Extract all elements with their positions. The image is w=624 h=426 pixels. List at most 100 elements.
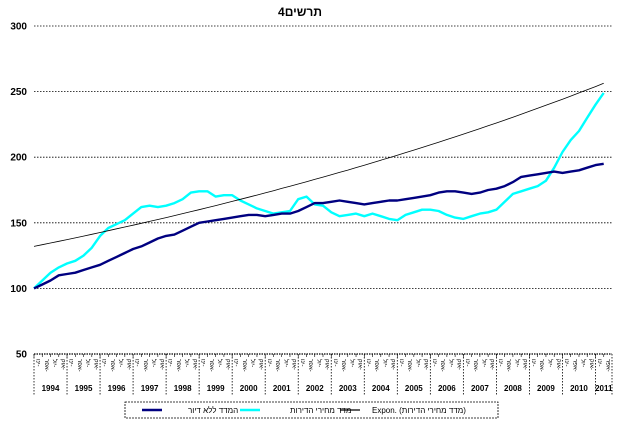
quarter-label: אפר- bbox=[175, 359, 181, 372]
quarter-label: ינו- bbox=[497, 359, 503, 366]
year-label: 2000 bbox=[240, 384, 258, 393]
y-tick-label: 50 bbox=[16, 350, 28, 361]
quarter-label: אוק- bbox=[390, 359, 396, 370]
quarter-label: אוק- bbox=[555, 359, 561, 370]
year-label: 1996 bbox=[108, 384, 126, 393]
year-label: 2008 bbox=[504, 384, 522, 393]
year-label: 2007 bbox=[471, 384, 489, 393]
quarter-label: ינו- bbox=[134, 359, 140, 366]
quarter-label: יול- bbox=[580, 359, 588, 367]
quarter-label: אפר- bbox=[406, 359, 412, 372]
quarter-label: יול- bbox=[546, 359, 554, 367]
quarter-label: אפר- bbox=[571, 359, 577, 372]
quarter-label: ינו- bbox=[266, 359, 272, 366]
quarter-label: ינו- bbox=[431, 359, 437, 366]
quarter-label: יול- bbox=[348, 359, 356, 367]
quarter-label: אפר- bbox=[505, 359, 511, 372]
quarter-label: אפר- bbox=[340, 359, 346, 372]
year-label: 1997 bbox=[141, 384, 159, 393]
quarter-label: אפר- bbox=[241, 359, 247, 372]
chart-title: תרשים4 bbox=[278, 5, 322, 19]
year-label: 1998 bbox=[174, 384, 192, 393]
quarter-label: אפר- bbox=[109, 359, 115, 372]
quarter-label: יול- bbox=[150, 359, 158, 367]
quarter-label: אפר- bbox=[76, 359, 82, 372]
legend-label: המדד ללא דיור bbox=[188, 406, 238, 415]
year-label: 1994 bbox=[42, 384, 60, 393]
quarter-label: יול- bbox=[51, 359, 59, 367]
series-line bbox=[33, 82, 604, 247]
legend-label: מדד מחירי הדירות bbox=[290, 406, 351, 415]
quarter-label: ינו- bbox=[68, 359, 74, 366]
quarter-label: אוק- bbox=[291, 359, 297, 370]
quarter-label: אוק- bbox=[59, 359, 65, 370]
year-label: 2002 bbox=[306, 384, 324, 393]
year-label: 2005 bbox=[405, 384, 423, 393]
quarter-label: אפר- bbox=[274, 359, 280, 372]
quarter-label: אוק- bbox=[588, 359, 594, 370]
quarter-label: ינו- bbox=[35, 359, 41, 366]
quarter-label: ינו- bbox=[299, 359, 305, 366]
legend-label: Expon. (מדד מחירי הדירות) bbox=[372, 406, 466, 415]
quarter-label: ינו- bbox=[233, 359, 239, 366]
y-tick-label: 250 bbox=[10, 87, 27, 98]
y-tick-label: 150 bbox=[10, 218, 27, 229]
quarter-label: יול- bbox=[447, 359, 455, 367]
quarter-label: יול- bbox=[216, 359, 224, 367]
quarter-label: אוק- bbox=[423, 359, 429, 370]
quarter-label: אפר- bbox=[472, 359, 478, 372]
quarter-label: אוק- bbox=[92, 359, 98, 370]
year-label: 2004 bbox=[372, 384, 390, 393]
series-layer bbox=[33, 82, 605, 290]
quarter-label: ינו- bbox=[167, 359, 173, 366]
y-tick-label: 300 bbox=[10, 22, 27, 33]
quarter-label: ינו- bbox=[596, 359, 602, 366]
y-axis: 50 100 150 200 250 300 bbox=[10, 22, 27, 361]
year-label: 2006 bbox=[438, 384, 456, 393]
quarter-label: אוק- bbox=[125, 359, 131, 370]
quarter-label: אפר- bbox=[142, 359, 148, 372]
quarter-label: ינו- bbox=[365, 359, 371, 366]
quarter-label: יול- bbox=[480, 359, 488, 367]
quarter-label: יול- bbox=[381, 359, 389, 367]
quarter-label: יול- bbox=[84, 359, 92, 367]
quarter-label: אפר- bbox=[604, 359, 610, 372]
quarter-label: יול- bbox=[315, 359, 323, 367]
quarter-label: אוק- bbox=[257, 359, 263, 370]
legend-box bbox=[124, 401, 499, 419]
quarter-label: יול- bbox=[513, 359, 521, 367]
year-label: 2003 bbox=[339, 384, 357, 393]
quarter-label: ינו- bbox=[530, 359, 536, 366]
quarter-label: יול- bbox=[117, 359, 125, 367]
quarter-label: אוק- bbox=[158, 359, 164, 370]
quarter-label: ינו- bbox=[464, 359, 470, 366]
series-line bbox=[33, 162, 604, 290]
quarter-label: אפר- bbox=[208, 359, 214, 372]
quarter-label: אפר- bbox=[43, 359, 49, 372]
quarter-label: אפר- bbox=[373, 359, 379, 372]
quarter-label: אוק- bbox=[489, 359, 495, 370]
grid-layer bbox=[34, 25, 612, 289]
year-label: 2001 bbox=[273, 384, 291, 393]
quarter-label: ינו- bbox=[563, 359, 569, 366]
series-line bbox=[33, 92, 605, 290]
quarter-label: אוק- bbox=[324, 359, 330, 370]
y-tick-label: 100 bbox=[10, 284, 27, 295]
quarter-label: ינו- bbox=[332, 359, 338, 366]
quarter-label: ינו- bbox=[200, 359, 206, 366]
quarter-label: אוק- bbox=[191, 359, 197, 370]
quarter-label: יול- bbox=[282, 359, 290, 367]
quarter-label: אפר- bbox=[439, 359, 445, 372]
quarter-label: ינו- bbox=[101, 359, 107, 366]
legend: המדד ללא דיור מדד מחירי הדירות Expon. (מדד… bbox=[124, 401, 499, 419]
quarter-label: אוק- bbox=[522, 359, 528, 370]
year-label: 1995 bbox=[75, 384, 93, 393]
quarter-label: יול- bbox=[183, 359, 191, 367]
quarter-label: יול- bbox=[414, 359, 422, 367]
quarter-label: יול- bbox=[249, 359, 257, 367]
quarter-label: אוק- bbox=[224, 359, 230, 370]
year-label: 2009 bbox=[537, 384, 555, 393]
year-label: 2011 bbox=[595, 384, 613, 393]
